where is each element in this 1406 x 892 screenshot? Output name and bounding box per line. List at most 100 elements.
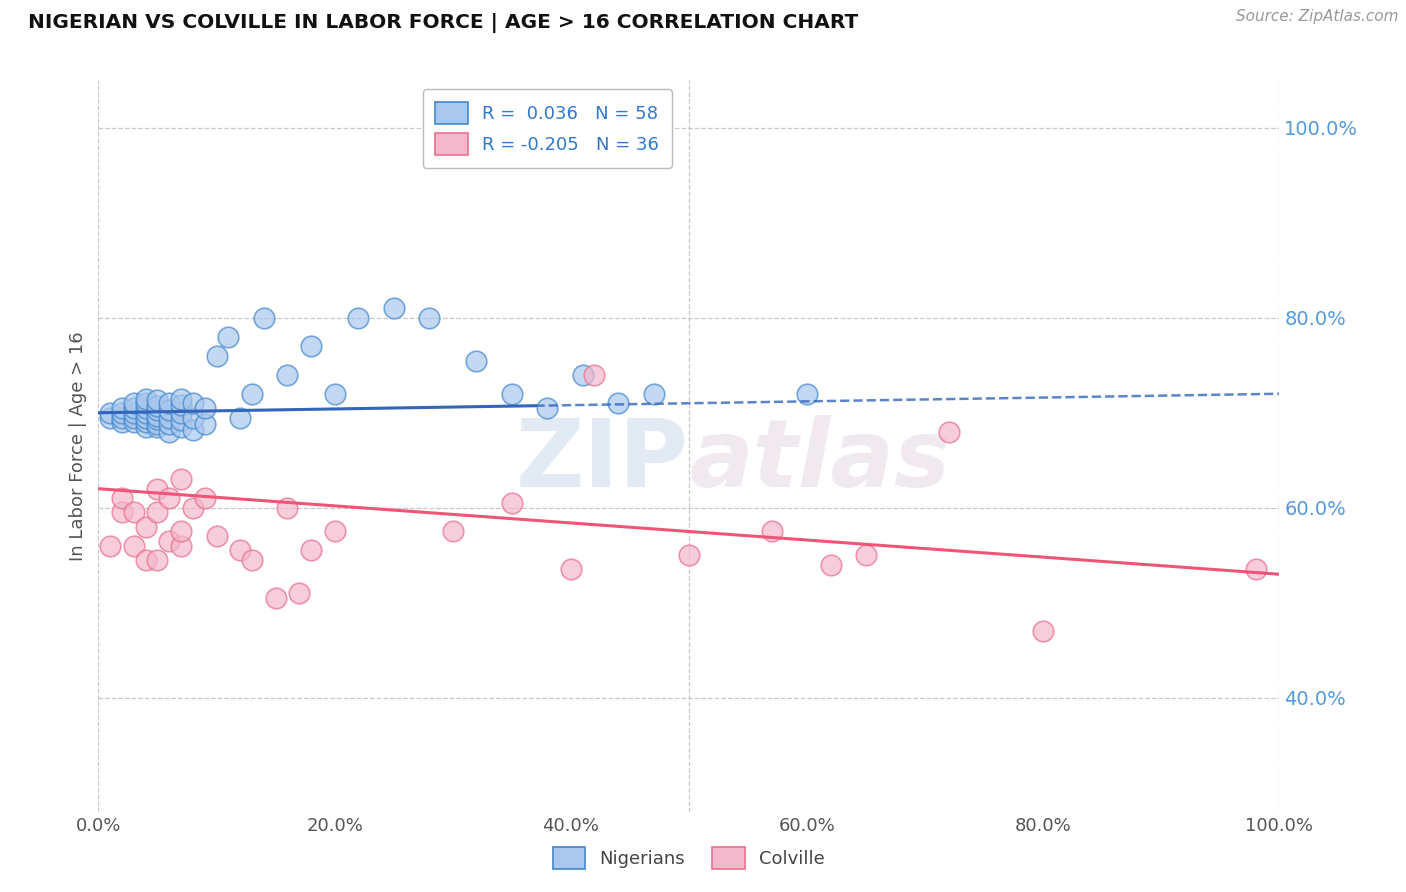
Point <box>418 310 440 325</box>
Point <box>181 410 204 425</box>
Point <box>1244 562 1267 576</box>
Point <box>170 472 193 486</box>
Point <box>1032 624 1054 639</box>
Point <box>111 415 134 429</box>
Point <box>135 553 157 567</box>
Point <box>122 396 145 410</box>
Point <box>146 420 169 434</box>
Point <box>678 548 700 562</box>
Y-axis label: In Labor Force | Age > 16: In Labor Force | Age > 16 <box>69 331 87 561</box>
Point <box>135 396 157 410</box>
Legend: R =  0.036   N = 58, R = -0.205   N = 36: R = 0.036 N = 58, R = -0.205 N = 36 <box>423 89 672 168</box>
Point <box>170 398 193 412</box>
Point <box>111 506 134 520</box>
Point <box>122 406 145 420</box>
Point <box>276 368 298 382</box>
Text: Source: ZipAtlas.com: Source: ZipAtlas.com <box>1236 9 1399 24</box>
Text: atlas: atlas <box>689 415 950 507</box>
Point <box>98 539 121 553</box>
Point <box>560 562 582 576</box>
Point <box>135 401 157 415</box>
Point <box>194 401 217 415</box>
Point <box>157 425 180 439</box>
Point <box>170 413 193 427</box>
Point <box>299 543 322 558</box>
Point <box>323 386 346 401</box>
Point <box>240 553 263 567</box>
Point <box>170 539 193 553</box>
Point <box>194 417 217 432</box>
Point <box>146 399 169 413</box>
Point <box>146 553 169 567</box>
Point <box>181 396 204 410</box>
Point <box>170 406 193 420</box>
Text: NIGERIAN VS COLVILLE IN LABOR FORCE | AGE > 16 CORRELATION CHART: NIGERIAN VS COLVILLE IN LABOR FORCE | AG… <box>28 13 859 33</box>
Point <box>135 420 157 434</box>
Point <box>98 410 121 425</box>
Point <box>276 500 298 515</box>
Point <box>122 415 145 429</box>
Point <box>111 410 134 425</box>
Point <box>146 412 169 426</box>
Point <box>157 533 180 548</box>
Point <box>347 310 370 325</box>
Point <box>135 410 157 425</box>
Point <box>253 310 276 325</box>
Point <box>229 410 252 425</box>
Point <box>465 353 488 368</box>
Point <box>122 506 145 520</box>
Point <box>501 496 523 510</box>
Point <box>157 410 180 425</box>
Point <box>146 409 169 423</box>
Point <box>820 558 842 572</box>
Text: ZIP: ZIP <box>516 415 689 507</box>
Point <box>217 330 239 344</box>
Point <box>146 417 169 432</box>
Point <box>146 506 169 520</box>
Point <box>240 386 263 401</box>
Point <box>583 368 606 382</box>
Point <box>501 386 523 401</box>
Point <box>98 406 121 420</box>
Point <box>571 368 593 382</box>
Point <box>157 491 180 506</box>
Point <box>382 301 405 316</box>
Point <box>111 491 134 506</box>
Point <box>111 401 134 415</box>
Point <box>607 396 630 410</box>
Point <box>122 539 145 553</box>
Point <box>135 406 157 420</box>
Point <box>157 403 180 417</box>
Point <box>135 520 157 534</box>
Point <box>229 543 252 558</box>
Point <box>170 392 193 406</box>
Point <box>146 482 169 496</box>
Point <box>135 392 157 406</box>
Point <box>181 423 204 437</box>
Point <box>194 491 217 506</box>
Point <box>796 386 818 401</box>
Point <box>170 524 193 539</box>
Point <box>157 396 180 410</box>
Point <box>938 425 960 439</box>
Point <box>761 524 783 539</box>
Point <box>135 415 157 429</box>
Point <box>146 393 169 408</box>
Point <box>643 386 665 401</box>
Point <box>205 529 228 543</box>
Legend: Nigerians, Colville: Nigerians, Colville <box>544 838 834 879</box>
Point <box>536 401 558 415</box>
Point <box>181 500 204 515</box>
Point <box>205 349 228 363</box>
Point <box>855 548 877 562</box>
Point <box>288 586 311 600</box>
Point <box>441 524 464 539</box>
Point <box>157 417 180 432</box>
Point <box>146 403 169 417</box>
Point <box>299 339 322 353</box>
Point <box>122 401 145 415</box>
Point <box>122 410 145 425</box>
Point <box>111 406 134 420</box>
Point <box>323 524 346 539</box>
Point <box>170 420 193 434</box>
